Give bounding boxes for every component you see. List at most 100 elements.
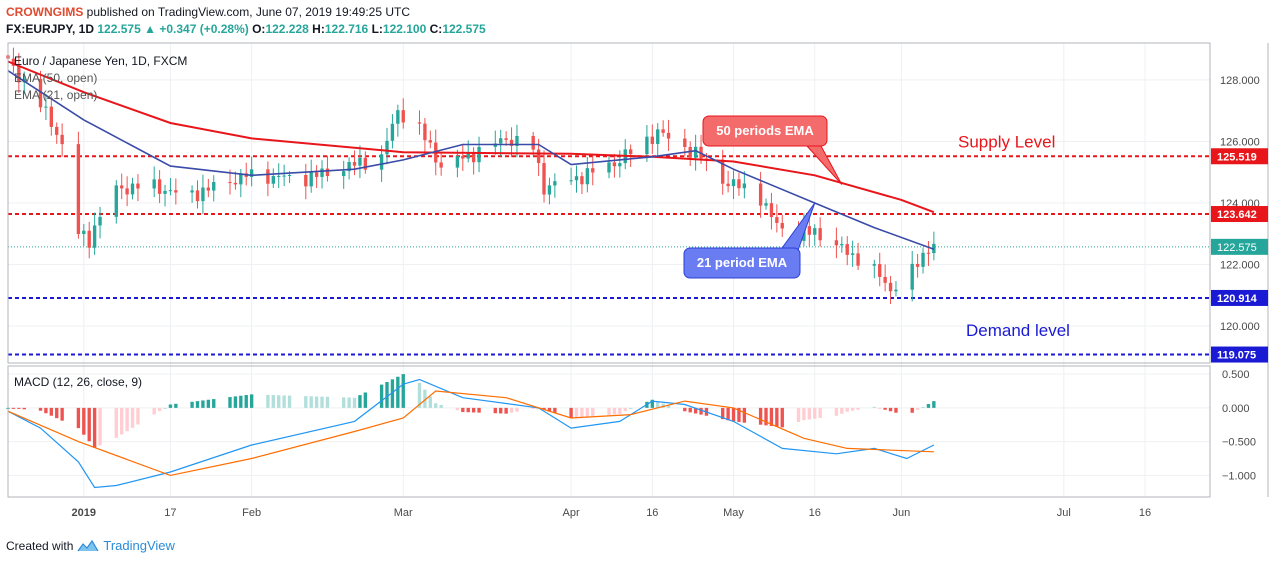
candle[interactable] <box>926 252 931 254</box>
candle[interactable] <box>136 183 140 189</box>
candle[interactable] <box>536 149 541 164</box>
candle[interactable] <box>509 139 514 146</box>
candle[interactable] <box>845 244 849 255</box>
candle[interactable] <box>60 134 64 145</box>
candle[interactable] <box>553 181 557 186</box>
candle[interactable] <box>17 65 21 83</box>
candle[interactable] <box>49 106 53 127</box>
candle[interactable] <box>82 230 86 235</box>
candle[interactable] <box>309 172 313 187</box>
candle[interactable] <box>233 182 238 185</box>
candle[interactable] <box>618 163 622 167</box>
candle[interactable] <box>401 110 405 123</box>
candle[interactable] <box>44 106 48 108</box>
candle[interactable] <box>342 171 346 177</box>
candle[interactable] <box>76 144 81 235</box>
candle[interactable] <box>114 185 118 217</box>
candle[interactable] <box>542 163 546 195</box>
tradingview-brand[interactable]: TradingView <box>103 538 175 553</box>
candle[interactable] <box>428 140 433 143</box>
candle[interactable] <box>87 230 91 248</box>
candle[interactable] <box>504 138 508 140</box>
candle[interactable] <box>813 228 817 235</box>
candle[interactable] <box>758 183 763 206</box>
candle[interactable] <box>277 175 281 177</box>
candle[interactable] <box>325 168 330 177</box>
candle[interactable] <box>455 156 460 168</box>
ema50-callout[interactable] <box>702 115 828 147</box>
candle[interactable] <box>591 168 595 173</box>
candle[interactable] <box>152 179 156 189</box>
ema21-callout[interactable] <box>683 247 801 279</box>
candle[interactable] <box>271 176 275 184</box>
candle[interactable] <box>683 138 687 147</box>
candle[interactable] <box>585 168 590 185</box>
candle[interactable] <box>471 152 476 163</box>
candle[interactable] <box>726 183 730 187</box>
candle[interactable] <box>894 289 898 292</box>
candle[interactable] <box>174 190 178 193</box>
candle[interactable] <box>190 190 194 193</box>
candle[interactable] <box>499 138 503 144</box>
candle[interactable] <box>780 223 784 229</box>
candle[interactable] <box>239 173 243 185</box>
candle[interactable] <box>910 263 914 290</box>
candle[interactable] <box>531 135 535 150</box>
candle[interactable] <box>304 174 308 187</box>
candle[interactable] <box>775 217 779 224</box>
candle[interactable] <box>206 187 211 191</box>
candle[interactable] <box>195 190 200 202</box>
candle[interactable] <box>580 176 584 185</box>
candle[interactable] <box>390 123 395 141</box>
candle[interactable] <box>98 216 102 226</box>
candle[interactable] <box>607 162 611 173</box>
candle[interactable] <box>872 264 876 266</box>
candle[interactable] <box>834 240 839 246</box>
candle[interactable] <box>379 154 384 170</box>
candle[interactable] <box>163 190 167 194</box>
candle[interactable] <box>11 58 16 66</box>
candle[interactable] <box>423 123 427 141</box>
candle[interactable] <box>358 157 362 166</box>
candle[interactable] <box>645 136 649 155</box>
candle[interactable] <box>742 183 747 189</box>
candle[interactable] <box>363 157 368 170</box>
candle[interactable] <box>731 179 736 187</box>
candle[interactable] <box>921 252 925 267</box>
candle[interactable] <box>352 162 357 166</box>
candle[interactable] <box>883 276 887 283</box>
candle[interactable] <box>688 146 692 158</box>
candle[interactable] <box>466 152 470 159</box>
candle[interactable] <box>55 126 59 135</box>
candle[interactable] <box>656 129 660 144</box>
candle[interactable] <box>125 188 129 195</box>
candle[interactable] <box>764 203 768 206</box>
candle[interactable] <box>840 244 844 246</box>
candle[interactable] <box>574 176 579 181</box>
candle[interactable] <box>287 174 292 176</box>
candle[interactable] <box>396 110 400 124</box>
candle[interactable] <box>320 168 324 177</box>
candle[interactable] <box>569 180 573 182</box>
candle[interactable] <box>737 179 741 189</box>
candle[interactable] <box>130 183 135 195</box>
candle[interactable] <box>461 156 465 159</box>
candle[interactable] <box>282 175 286 177</box>
candle[interactable] <box>915 263 920 267</box>
candle[interactable] <box>439 162 443 168</box>
candle[interactable] <box>201 187 205 202</box>
candle[interactable] <box>693 146 698 158</box>
candle[interactable] <box>168 190 173 192</box>
candle[interactable] <box>249 169 254 177</box>
candle[interactable] <box>878 264 882 277</box>
candle[interactable] <box>314 172 319 177</box>
candle[interactable] <box>266 169 270 184</box>
candle[interactable] <box>157 179 162 194</box>
candle[interactable] <box>721 159 725 184</box>
candle[interactable] <box>38 78 43 108</box>
candle[interactable] <box>385 140 389 155</box>
candle[interactable] <box>888 282 893 292</box>
candle[interactable] <box>228 182 232 184</box>
candle[interactable] <box>661 129 665 133</box>
